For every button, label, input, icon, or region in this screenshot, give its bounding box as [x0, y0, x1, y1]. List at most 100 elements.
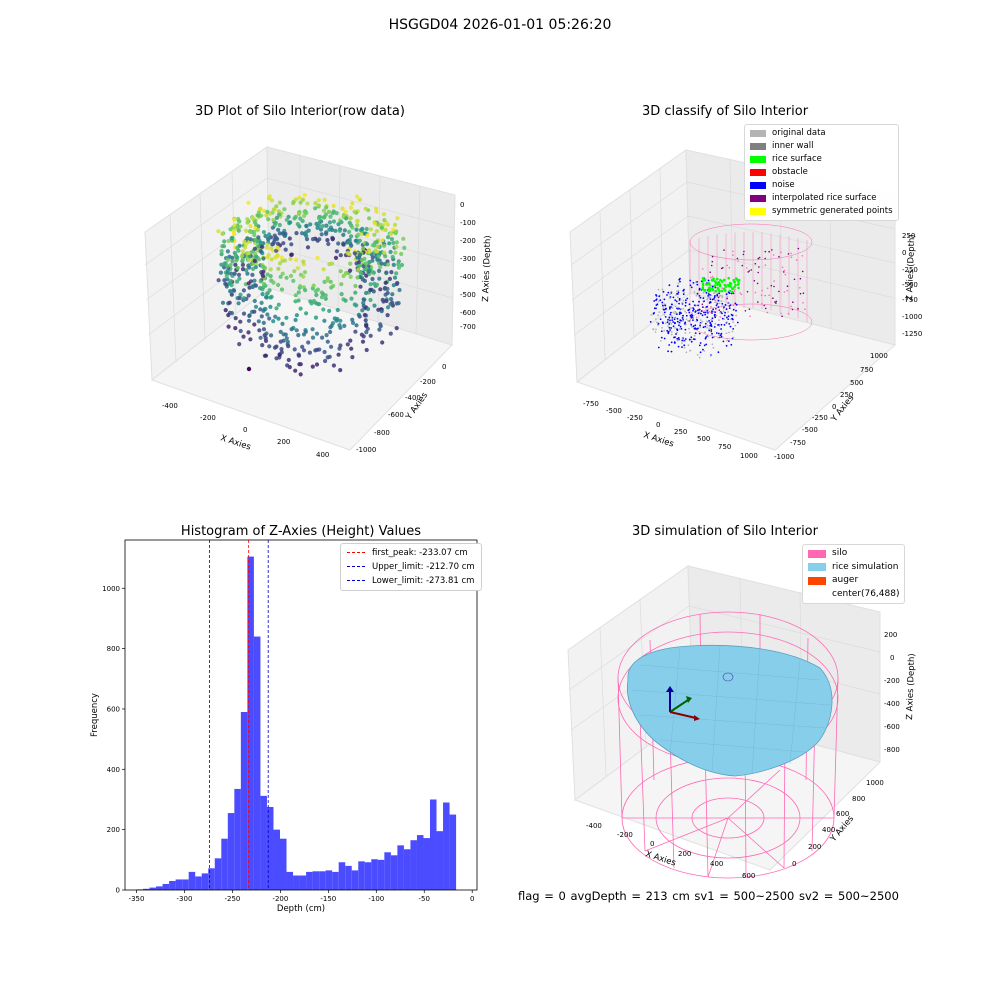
legend-label: auger: [832, 575, 859, 585]
legend-line: [347, 580, 365, 581]
legend-label: rice simulation: [832, 561, 899, 572]
legend-label: rice surface: [772, 154, 822, 164]
legend-label: symmetric generated points: [772, 206, 893, 216]
histogram-bar: [397, 845, 404, 890]
legend-item-upper-limit: Upper_limit: -212.70 cm: [347, 560, 475, 574]
legend-item-symmetric: symmetric generated points: [750, 205, 893, 218]
histogram-bar: [214, 858, 222, 890]
histogram-bar: [325, 870, 333, 890]
histogram-bar: [351, 870, 359, 890]
histogram-bar: [430, 799, 437, 890]
histogram-bar: [143, 888, 150, 890]
status-footer: flag = 0 avgDepth = 213 cm sv1 = 500~250…: [518, 889, 899, 903]
legend-label: Upper_limit: -212.70 cm: [372, 562, 475, 572]
legend-item-lower-limit: Lower_limit: -273.81 cm: [347, 574, 475, 588]
y-tick-label: 200: [107, 826, 120, 834]
y-tick-label: 600: [107, 705, 120, 713]
histogram-bar: [273, 829, 280, 890]
legend-item-silo: silo: [808, 547, 899, 561]
histogram-bar: [306, 871, 313, 890]
legend-label: original data: [772, 128, 826, 138]
legend-swatch: [808, 576, 826, 585]
hist-frame: [124, 539, 478, 891]
panel4-title: 3D simulation of Silo Interior: [632, 524, 818, 539]
histogram-bar: [279, 838, 287, 890]
legend-label: obstacle: [772, 167, 808, 177]
y-tick-label: 800: [107, 645, 120, 653]
legend-label: noise: [772, 180, 795, 190]
legend-swatch: [808, 549, 826, 558]
y-tick-label: 0: [116, 887, 120, 895]
legend-swatch: [750, 182, 766, 189]
legend-item-obstacle: obstacle: [750, 166, 893, 179]
legend-label: interpolated rice surface: [772, 193, 877, 203]
y-tick-label: 400: [107, 766, 120, 774]
y-tick-label: 1000: [102, 585, 120, 593]
histogram-bar: [182, 879, 189, 890]
legend-swatch: [808, 563, 826, 572]
hist-ylabel: Frequency: [90, 693, 100, 737]
x-tick-label: -150: [320, 895, 336, 903]
legend-item-first-peak: first_peak: -233.07 cm: [347, 546, 475, 560]
x-tick-label: -50: [419, 895, 430, 903]
histogram-bar: [240, 711, 248, 890]
histogram-bar: [384, 852, 391, 890]
histogram-bar: [286, 871, 294, 890]
legend-item-auger: auger: [808, 574, 899, 588]
x-tick-label: -200: [272, 895, 288, 903]
legend-item-original: original data: [750, 127, 893, 140]
legend-line: [347, 552, 365, 553]
histogram-bar: [299, 875, 307, 890]
legend-item-interpolated: interpolated rice surface: [750, 192, 893, 205]
legend-swatch: [750, 169, 766, 176]
x-tick-label: -300: [177, 895, 193, 903]
legend-item-rice-simulation: rice simulation: [808, 561, 899, 575]
legend-item-inner-wall: inner wall: [750, 140, 893, 153]
histogram-bar: [443, 802, 450, 890]
histogram-bar: [208, 868, 215, 890]
histogram-bar: [338, 862, 346, 890]
legend-swatch: [750, 156, 766, 163]
legend-swatch: [750, 195, 766, 202]
histogram-bar: [195, 876, 202, 890]
hist-legend: first_peak: -233.07 cm Upper_limit: -212…: [340, 543, 482, 591]
histogram-bar: [247, 556, 254, 890]
legend-swatch: [750, 130, 766, 137]
x-tick-label: -100: [368, 895, 384, 903]
histogram-bar: [390, 855, 398, 890]
histogram-bar: [156, 886, 163, 890]
panel1-title: 3D Plot of Silo Interior(row data): [195, 104, 405, 119]
histogram-bar: [449, 814, 457, 890]
histogram-bar: [169, 880, 176, 890]
legend-label: inner wall: [772, 141, 814, 151]
p4-legend: silo rice simulation auger center(76,488…: [802, 544, 906, 604]
legend-swatch: [808, 590, 826, 598]
histogram-bar: [403, 849, 411, 890]
histogram-bar: [234, 788, 241, 890]
histogram-bar: [416, 835, 424, 890]
legend-label: center(76,488): [832, 588, 900, 599]
legend-label: Lower_limit: -273.81 cm: [372, 576, 475, 586]
histogram-bar: [423, 838, 431, 890]
legend-item-noise: noise: [750, 179, 893, 192]
x-tick-label: -250: [224, 895, 240, 903]
legend-item-center: center(76,488): [808, 588, 899, 602]
histogram-bar: [188, 871, 196, 890]
x-tick-label: -350: [129, 895, 145, 903]
histogram-bar: [175, 879, 183, 890]
figure-title: HSGGD04 2026-01-01 05:26:20: [388, 17, 612, 33]
histogram-bar: [227, 813, 235, 890]
histogram-bar: [371, 859, 378, 890]
histogram-bar: [410, 840, 417, 890]
histogram-bar: [345, 865, 352, 890]
histogram-bar: [293, 875, 300, 890]
histogram-bar: [149, 887, 157, 890]
legend-item-rice-surface: rice surface: [750, 153, 893, 166]
histogram-bar: [201, 873, 209, 890]
histogram-bar: [364, 862, 372, 890]
histogram-bar: [436, 831, 444, 890]
panel3-title: Histogram of Z-Axies (Height) Values: [180, 524, 422, 539]
hist-xlabel: Depth (cm): [277, 904, 325, 914]
histogram-bar: [358, 861, 365, 890]
